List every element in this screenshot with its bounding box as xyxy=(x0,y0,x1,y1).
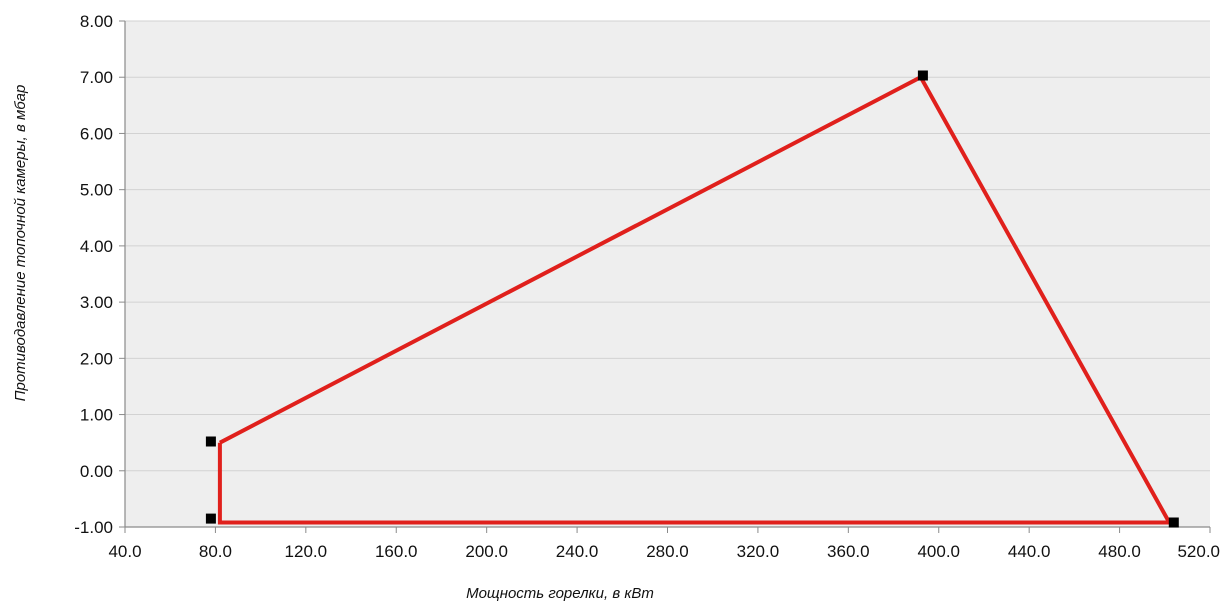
y-tick-label: 4.00 xyxy=(80,237,113,256)
y-tick-label: 5.00 xyxy=(80,181,113,200)
y-axis-title: Противодавление топочной камеры, в мбар xyxy=(12,85,29,402)
y-tick-label: 2.00 xyxy=(80,349,113,368)
x-tick-label: 160.0 xyxy=(375,542,418,561)
x-tick-label: 80.0 xyxy=(199,542,232,561)
x-tick-label: 320.0 xyxy=(737,542,780,561)
x-tick-label: 360.0 xyxy=(827,542,870,561)
x-tick-label: 520.0 xyxy=(1177,542,1220,561)
x-tick-label: 200.0 xyxy=(465,542,508,561)
x-axis-title: Мощность горелки, в кВт xyxy=(466,585,654,602)
y-tick-label: 8.00 xyxy=(80,12,113,31)
data-point-marker xyxy=(205,513,216,524)
y-tick-label: 0.00 xyxy=(80,462,113,481)
data-point-marker xyxy=(1168,517,1179,528)
x-tick-label: 440.0 xyxy=(1008,542,1051,561)
x-tick-label: 40.0 xyxy=(108,542,141,561)
gridlines xyxy=(119,20,1211,533)
data-point-marker xyxy=(205,436,216,447)
x-tick-label: 400.0 xyxy=(917,542,960,561)
y-tick-label: 7.00 xyxy=(80,68,113,87)
x-tick-labels: 40.0 80.0 120.0 160.0 200.0 240.0 280.0 320.0 36… xyxy=(108,542,1220,561)
y-tick-label: 3.00 xyxy=(80,293,113,312)
x-tick-label: 240.0 xyxy=(556,542,599,561)
x-tick-label: 120.0 xyxy=(285,542,328,561)
x-tick-label: 480.0 xyxy=(1098,542,1141,561)
y-tick-label: -1.00 xyxy=(74,518,113,537)
y-tick-labels: -1.00 0.00 1.00 2.00 3.00 4.00 5.00 6.00 7.00 8.0… xyxy=(74,12,113,537)
axes xyxy=(124,21,1210,528)
x-tick-label: 280.0 xyxy=(646,542,689,561)
y-tick-label: 1.00 xyxy=(80,406,113,425)
marker-layer xyxy=(205,70,1179,528)
y-tick-label: 6.00 xyxy=(80,124,113,143)
plot-area xyxy=(125,21,1210,527)
data-point-marker xyxy=(917,70,928,81)
